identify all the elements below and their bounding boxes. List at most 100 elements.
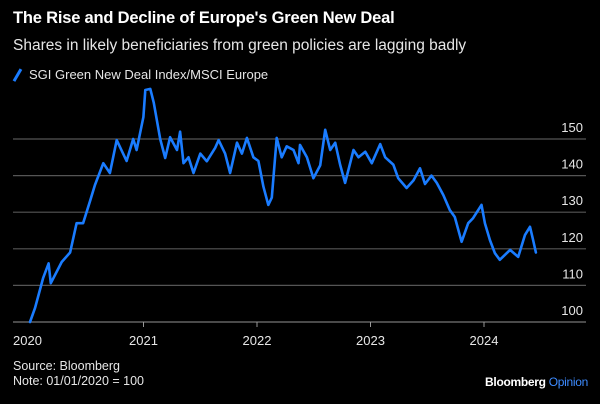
data-point xyxy=(449,209,451,211)
data-point xyxy=(164,157,166,159)
data-point xyxy=(252,156,255,159)
data-point xyxy=(69,251,71,254)
data-point xyxy=(339,163,341,166)
x-tick-label: 2021 xyxy=(129,333,158,348)
data-point xyxy=(480,204,483,206)
data-point xyxy=(34,307,36,309)
data-point xyxy=(89,200,91,203)
data-point xyxy=(206,160,208,163)
y-tick-label: 140 xyxy=(561,157,583,172)
data-point xyxy=(94,184,96,186)
data-point xyxy=(484,222,486,224)
legend: SGI Green New Deal Index/MSCI Europe xyxy=(13,67,268,82)
bloomberg-opinion-logo: Bloomberg Opinion xyxy=(485,375,588,389)
data-point xyxy=(257,160,260,162)
data-point xyxy=(334,141,336,144)
data-point xyxy=(364,151,367,153)
data-point xyxy=(217,139,220,141)
data-point xyxy=(435,182,438,184)
data-point xyxy=(412,179,415,182)
data-point xyxy=(262,185,265,188)
data-point xyxy=(397,177,400,179)
data-point xyxy=(453,216,456,218)
data-point xyxy=(535,251,537,254)
data-point xyxy=(176,149,178,151)
data-point xyxy=(224,152,226,155)
note-text: Note: 01/01/2020 = 100 xyxy=(13,374,145,388)
y-tick-label: 150 xyxy=(561,120,583,135)
data-point xyxy=(467,222,469,224)
data-point xyxy=(42,277,44,279)
data-point xyxy=(517,256,519,258)
x-tick-label: 2020 xyxy=(13,333,42,348)
data-point xyxy=(324,129,327,131)
x-tick-label: 2022 xyxy=(243,333,272,348)
data-point xyxy=(109,172,111,174)
data-point xyxy=(384,156,386,159)
y-tick-label: 130 xyxy=(561,193,583,208)
data-point xyxy=(392,163,395,166)
source-text: Source: Bloomberg xyxy=(13,359,121,373)
data-point xyxy=(132,138,134,140)
data-point xyxy=(241,152,243,155)
data-point xyxy=(182,162,185,164)
data-point xyxy=(179,130,181,133)
data-point xyxy=(319,164,322,167)
data-point xyxy=(275,137,278,139)
data-point xyxy=(280,156,283,159)
data-point xyxy=(352,149,355,151)
data-point xyxy=(509,249,511,251)
x-tick-label: 2024 xyxy=(470,333,499,348)
brand-name: Bloomberg xyxy=(485,375,546,389)
series-line-0 xyxy=(28,87,538,324)
data-point xyxy=(379,143,382,145)
data-point xyxy=(246,137,248,139)
chart-title: The Rise and Decline of Europe's Green N… xyxy=(13,9,395,27)
data-point xyxy=(29,321,31,323)
data-point xyxy=(424,183,426,185)
data-point xyxy=(270,196,273,199)
data-point xyxy=(306,156,308,159)
data-point xyxy=(532,239,534,241)
data-point xyxy=(159,138,162,140)
data-point xyxy=(82,222,84,224)
data-point xyxy=(125,160,128,162)
x-tick-label: 2023 xyxy=(356,333,385,348)
chart-subtitle: Shares in likely beneficiaries from gree… xyxy=(13,37,467,54)
data-point xyxy=(494,252,496,254)
data-point xyxy=(152,101,155,104)
data-point xyxy=(214,146,217,149)
data-point xyxy=(149,88,152,90)
data-point xyxy=(472,217,474,219)
data-point xyxy=(357,156,360,159)
brand-suffix: Opinion xyxy=(548,375,589,389)
y-tick-label: 120 xyxy=(561,230,583,245)
data-point xyxy=(329,149,331,151)
data-point xyxy=(102,162,105,164)
data-point xyxy=(297,162,300,164)
data-point xyxy=(292,149,295,151)
data-point xyxy=(236,141,238,144)
data-point xyxy=(47,262,50,265)
data-point xyxy=(60,261,63,263)
data-point xyxy=(371,162,373,164)
data-point xyxy=(192,172,195,174)
data-point xyxy=(142,116,145,118)
data-point xyxy=(285,145,288,148)
data-point xyxy=(267,204,270,206)
data-point xyxy=(419,167,421,170)
data-point xyxy=(430,174,433,177)
data-point xyxy=(50,282,52,285)
data-point xyxy=(499,258,501,261)
data-point xyxy=(75,222,78,224)
data-point xyxy=(529,226,531,228)
data-point xyxy=(524,234,526,236)
data-point xyxy=(299,144,301,146)
data-point xyxy=(199,152,202,155)
data-point xyxy=(405,187,408,189)
data-point xyxy=(187,156,190,159)
data-point xyxy=(312,177,315,179)
y-tick-label: 110 xyxy=(562,266,583,281)
y-tick-label: 100 xyxy=(561,303,583,318)
